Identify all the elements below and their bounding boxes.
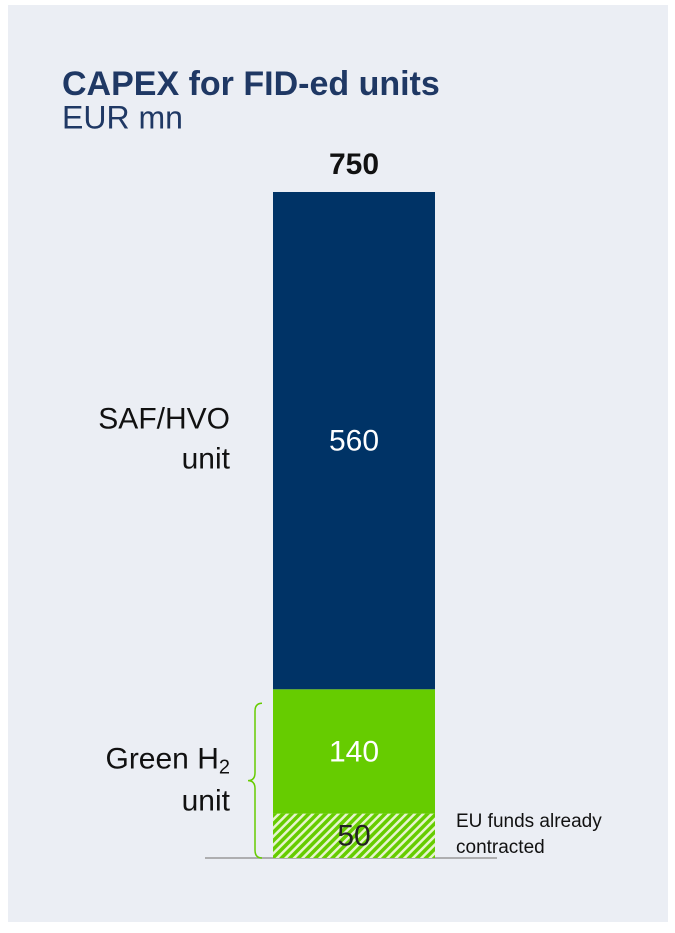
chart-title: CAPEX for FID-ed units [62, 65, 440, 103]
bar-segment [273, 192, 435, 690]
value-label: 50 [337, 820, 370, 853]
segment-label: Green H2 [105, 743, 230, 779]
bar-segment [273, 813, 435, 858]
segment-label: unit [182, 443, 231, 476]
bracket [247, 702, 263, 859]
chart-subtitle: EUR mn [62, 99, 183, 135]
segment-label: SAF/HVO [98, 403, 230, 436]
bar-segment [273, 689, 435, 814]
segment-note: EU funds already [456, 811, 602, 832]
label-text: Green H [105, 743, 218, 776]
label-subscript: 2 [219, 757, 230, 779]
segment-label: unit [182, 785, 231, 818]
segment-note: contracted [456, 837, 545, 858]
value-label: 560 [329, 425, 379, 458]
value-label: 140 [329, 735, 379, 768]
total-label: 750 [329, 148, 379, 181]
